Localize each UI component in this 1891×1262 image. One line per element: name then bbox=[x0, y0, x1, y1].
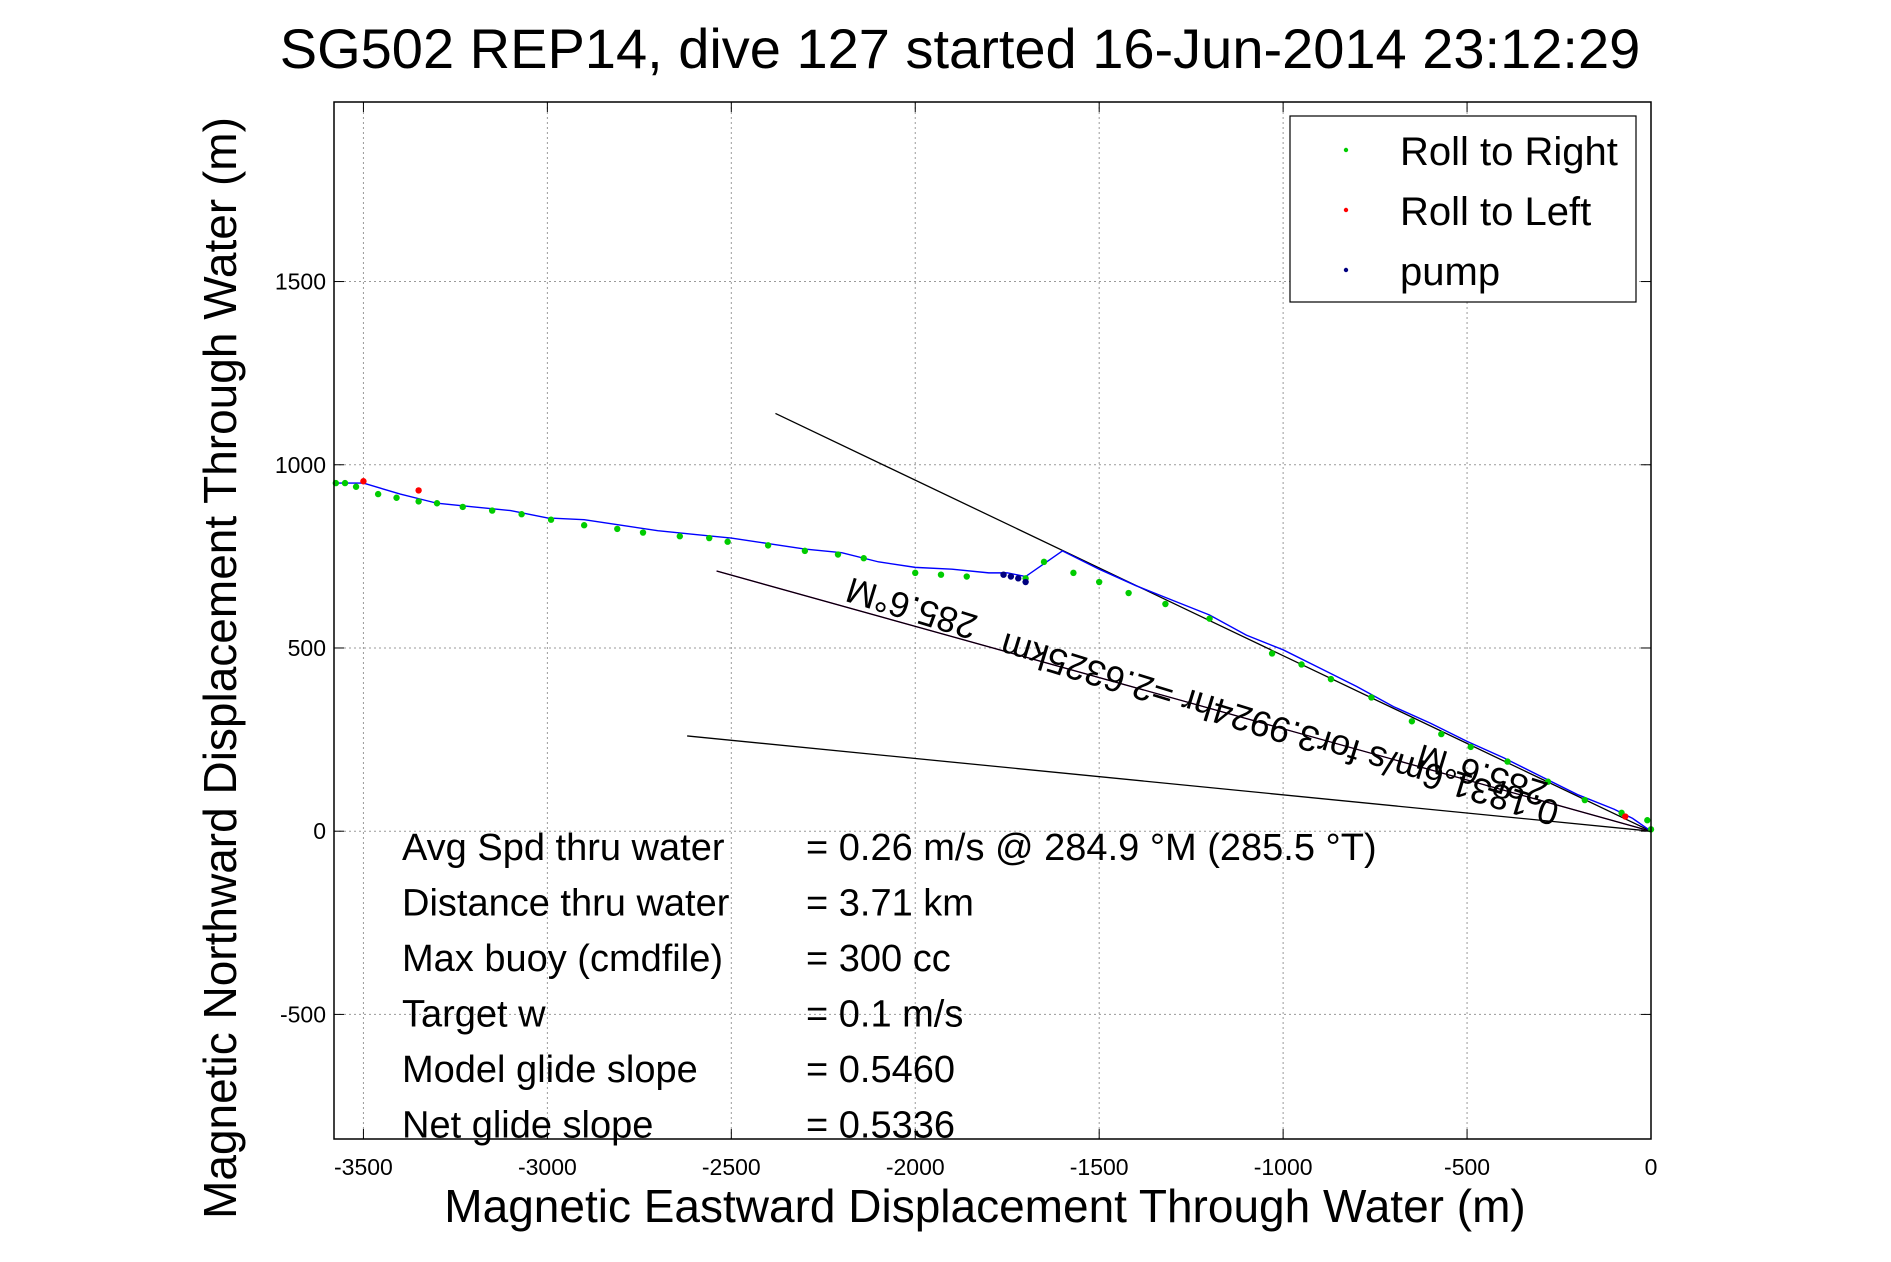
stat-label: Max buoy (cmdfile) bbox=[402, 938, 723, 980]
heading-line bbox=[687, 735, 1652, 832]
pump-point bbox=[1022, 578, 1029, 586]
x-tick-label: -3000 bbox=[518, 1154, 577, 1180]
pump-point bbox=[1007, 573, 1015, 580]
roll-right-point bbox=[415, 498, 422, 505]
roll-right-point bbox=[1368, 694, 1375, 701]
roll-left-point bbox=[415, 487, 422, 494]
axes: -3500 -3000 -2500 -2000 -1500 -1000 -500 0 -500 0… bbox=[275, 101, 1658, 1180]
data-points bbox=[332, 478, 1655, 833]
legend: Roll to Right Roll to Left pump bbox=[1289, 115, 1637, 303]
roll-right-point bbox=[963, 573, 970, 580]
x-tick-label: -1000 bbox=[1254, 1154, 1313, 1180]
x-tick-label: -2500 bbox=[702, 1154, 761, 1180]
roll-right-point bbox=[801, 547, 809, 555]
roll-right-point bbox=[433, 500, 441, 507]
roll-right-point bbox=[1504, 758, 1511, 765]
roll-right-point bbox=[518, 511, 525, 518]
track-line bbox=[334, 482, 1652, 832]
stat-value: = 0.26 m/s @ 284.9 °M (285.5 °T) bbox=[806, 827, 1377, 869]
x-tick-label: -500 bbox=[1444, 1154, 1490, 1180]
roll-right-point bbox=[1040, 558, 1048, 566]
roll-right-point bbox=[580, 522, 588, 529]
roll-right-point bbox=[1268, 650, 1276, 657]
roll-right-point bbox=[937, 571, 945, 578]
roll-right-point bbox=[706, 534, 713, 542]
roll-right-point bbox=[341, 479, 349, 487]
roll-right-point bbox=[352, 483, 360, 490]
stat-value: = 0.5460 bbox=[806, 1049, 955, 1091]
roll-right-point bbox=[834, 551, 842, 558]
roll-right-point bbox=[1581, 796, 1588, 804]
legend-marker bbox=[1343, 267, 1349, 273]
roll-right-point bbox=[1644, 817, 1651, 824]
stat-label: Net glide slope bbox=[402, 1105, 653, 1147]
stat-value: = 0.1 m/s bbox=[806, 994, 963, 1036]
stat-label: Distance thru water bbox=[402, 883, 730, 925]
plot-frame bbox=[333, 101, 1652, 1140]
legend-label: Roll to Left bbox=[1400, 190, 1591, 234]
roll-right-point bbox=[547, 516, 555, 523]
pump-point bbox=[1015, 575, 1022, 582]
roll-right-point bbox=[676, 533, 684, 540]
stat-value: = 3.71 km bbox=[806, 883, 974, 925]
pump-point bbox=[1000, 571, 1007, 578]
legend-label: pump bbox=[1400, 250, 1500, 294]
roll-right-point bbox=[1125, 589, 1132, 597]
x-tick-label: -2000 bbox=[886, 1154, 945, 1180]
stat-label: Target w bbox=[402, 994, 546, 1036]
roll-right-point bbox=[393, 494, 400, 501]
roll-right-point bbox=[1298, 661, 1305, 668]
x-tick-label: 0 bbox=[1645, 1154, 1658, 1180]
heading-line bbox=[716, 570, 1652, 832]
roll-right-point bbox=[459, 503, 466, 511]
stat-value: = 0.5336 bbox=[806, 1105, 955, 1147]
roll-right-point bbox=[488, 507, 496, 514]
stat-label: Avg Spd thru water bbox=[402, 827, 725, 869]
roll-right-point bbox=[860, 555, 867, 562]
roll-right-point bbox=[724, 538, 731, 545]
y-tick-label: 1000 bbox=[275, 452, 326, 478]
roll-right-point bbox=[1438, 730, 1445, 738]
y-tick-label: 1500 bbox=[275, 269, 326, 295]
roll-right-point bbox=[1162, 600, 1169, 608]
roll-right-point bbox=[374, 490, 382, 498]
roll-right-point bbox=[1070, 569, 1077, 577]
chart-title: SG502 REP14, dive 127 started 16-Jun-201… bbox=[280, 17, 1641, 80]
x-axis-label: Magnetic Eastward Displacement Through W… bbox=[444, 1180, 1525, 1232]
roll-right-point bbox=[1206, 615, 1213, 622]
roll-right-point bbox=[1467, 743, 1474, 751]
roll-right-point bbox=[1544, 778, 1552, 785]
roll-left-point bbox=[1622, 813, 1629, 820]
y-axis-label: Magnetic Northward Displacement Through … bbox=[194, 117, 246, 1219]
y-tick-label: -500 bbox=[280, 1001, 326, 1027]
roll-right-point bbox=[764, 542, 772, 549]
roll-left-point bbox=[360, 478, 367, 485]
roll-right-point bbox=[1327, 675, 1335, 683]
x-tick-label: -1500 bbox=[1070, 1154, 1129, 1180]
roll-right-point bbox=[1095, 578, 1103, 586]
x-tick-label: -3500 bbox=[334, 1154, 393, 1180]
y-tick-label: 500 bbox=[288, 635, 326, 661]
roll-right-point bbox=[614, 525, 621, 533]
legend-label: Roll to Right bbox=[1400, 130, 1618, 174]
legend-marker bbox=[1343, 207, 1349, 213]
y-tick-label: 0 bbox=[313, 818, 326, 844]
roll-right-point bbox=[1408, 718, 1416, 725]
roll-right-point bbox=[912, 569, 919, 577]
roll-right-point bbox=[639, 529, 647, 536]
legend-marker bbox=[1343, 147, 1349, 153]
stat-value: = 300 cc bbox=[806, 938, 951, 980]
track bbox=[334, 482, 1652, 832]
stat-label: Model glide slope bbox=[402, 1049, 698, 1091]
